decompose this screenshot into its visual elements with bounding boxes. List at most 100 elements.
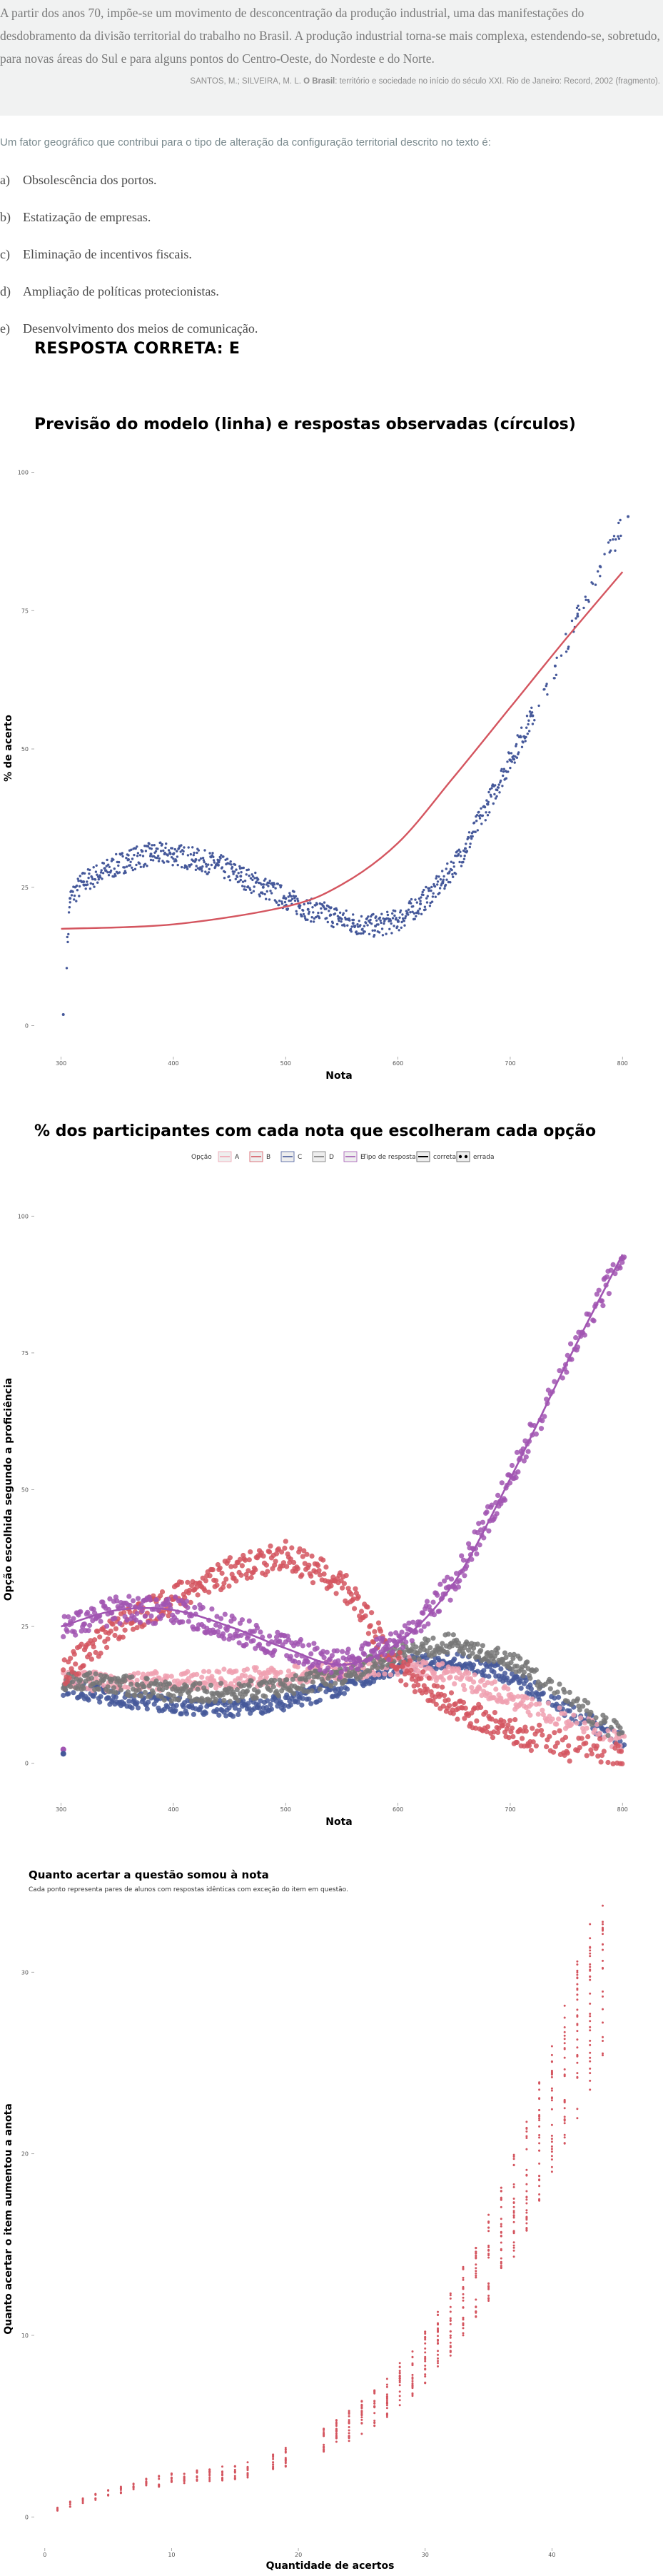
observed-point [553,664,557,668]
gain-point [348,2413,350,2415]
alternative-e[interactable]: e) Desenvolvimento dos meios de comunicaç… [0,321,258,336]
gain-point [563,2107,566,2110]
observed-point [607,541,610,544]
series-point [409,1646,415,1651]
observed-point [246,885,250,888]
series-point [533,1432,540,1437]
gain-point [424,2347,427,2350]
gain-point [335,2440,338,2443]
series-point [455,1640,462,1646]
series-point [523,1729,529,1734]
series-point [178,1579,184,1585]
observed-point [118,871,121,874]
alternative-letter: d) [0,284,11,298]
observed-point [203,849,206,852]
gain-point [525,2168,528,2171]
series-point [440,1684,445,1690]
series-point [520,1736,525,1741]
gain-point [449,2334,452,2337]
series-point [209,1606,215,1612]
gain-point [589,2072,592,2075]
observed-point [240,871,243,874]
gain-point [158,2477,161,2480]
observed-point [515,743,518,746]
gain-point [348,2426,350,2428]
gain-point [563,2133,566,2136]
series-point [622,1742,627,1748]
series-point [223,1576,229,1582]
observed-point [530,711,534,714]
alternative-b[interactable]: b) Estatização de empresas. [0,210,151,225]
series-point [398,1678,404,1684]
series-point [213,1578,219,1584]
observed-point [425,885,427,889]
gain-point [475,2263,477,2266]
series-point [135,1682,141,1689]
gain-point [335,2421,338,2424]
observed-point [430,889,432,892]
series-point [139,1608,145,1614]
gain-point [576,1983,579,1986]
series-point [79,1628,84,1634]
series-point [121,1609,127,1615]
gain-point [462,2306,465,2309]
observed-point [553,677,556,680]
series-point [556,1716,562,1722]
gain-point [437,2350,439,2353]
observed-point [223,870,226,874]
series-point [521,1669,527,1675]
observed-point [459,850,462,853]
series-point [214,1582,220,1588]
legend-key-dot [458,1154,462,1159]
observed-point [375,919,378,922]
series-point [440,1641,445,1646]
gain-point [56,2508,59,2511]
observed-point [73,898,76,901]
series-point [263,1674,269,1680]
observed-point [603,553,606,555]
observed-point [73,894,76,897]
alternative-a[interactable]: a) Obsolescência dos portos. [0,173,156,188]
legend-label-d: D [329,1154,334,1161]
gain-point [272,2454,275,2457]
gain-point [81,2502,84,2505]
gain-point [487,2246,490,2248]
series-point [547,1686,553,1691]
observed-point [65,967,69,970]
series-point [101,1683,106,1689]
series-point [445,1669,450,1675]
series-point [413,1644,419,1650]
observed-point [448,870,451,873]
series-point [343,1678,348,1684]
series-point [144,1706,150,1712]
observed-point [61,1013,65,1016]
alternative-text: Obsolescência dos portos. [23,173,157,187]
series-point [486,1528,492,1534]
observed-point [306,918,309,921]
alternative-d[interactable]: d) Ampliação de políticas protecionistas. [0,284,219,299]
series-point [594,1292,600,1297]
observed-point [462,857,466,860]
observed-point [244,888,248,891]
x-tick-label: 40 [548,2552,555,2558]
series-point [540,1732,545,1738]
gain-point [411,2383,414,2386]
alternative-c[interactable]: c) Eliminação de incentivos fiscais. [0,247,192,262]
series-point [367,1668,373,1674]
gain-point [437,2365,439,2368]
series-point [409,1638,415,1644]
observed-point [131,868,134,872]
series-point [61,1657,67,1663]
observed-point [508,758,512,762]
series-point [299,1572,305,1578]
chart3-title: Quanto acertar a questão somou à nota [29,1868,269,1881]
series-point [571,1712,577,1718]
gain-point [360,2407,363,2410]
gain-point [449,2323,452,2325]
y-tick-label: 75 [21,608,29,614]
series-point [63,1686,69,1693]
observed-point [159,841,162,844]
gain-point [69,2503,71,2506]
series-point [486,1659,492,1664]
source-details: : território e sociedade no início do sé… [335,77,660,86]
